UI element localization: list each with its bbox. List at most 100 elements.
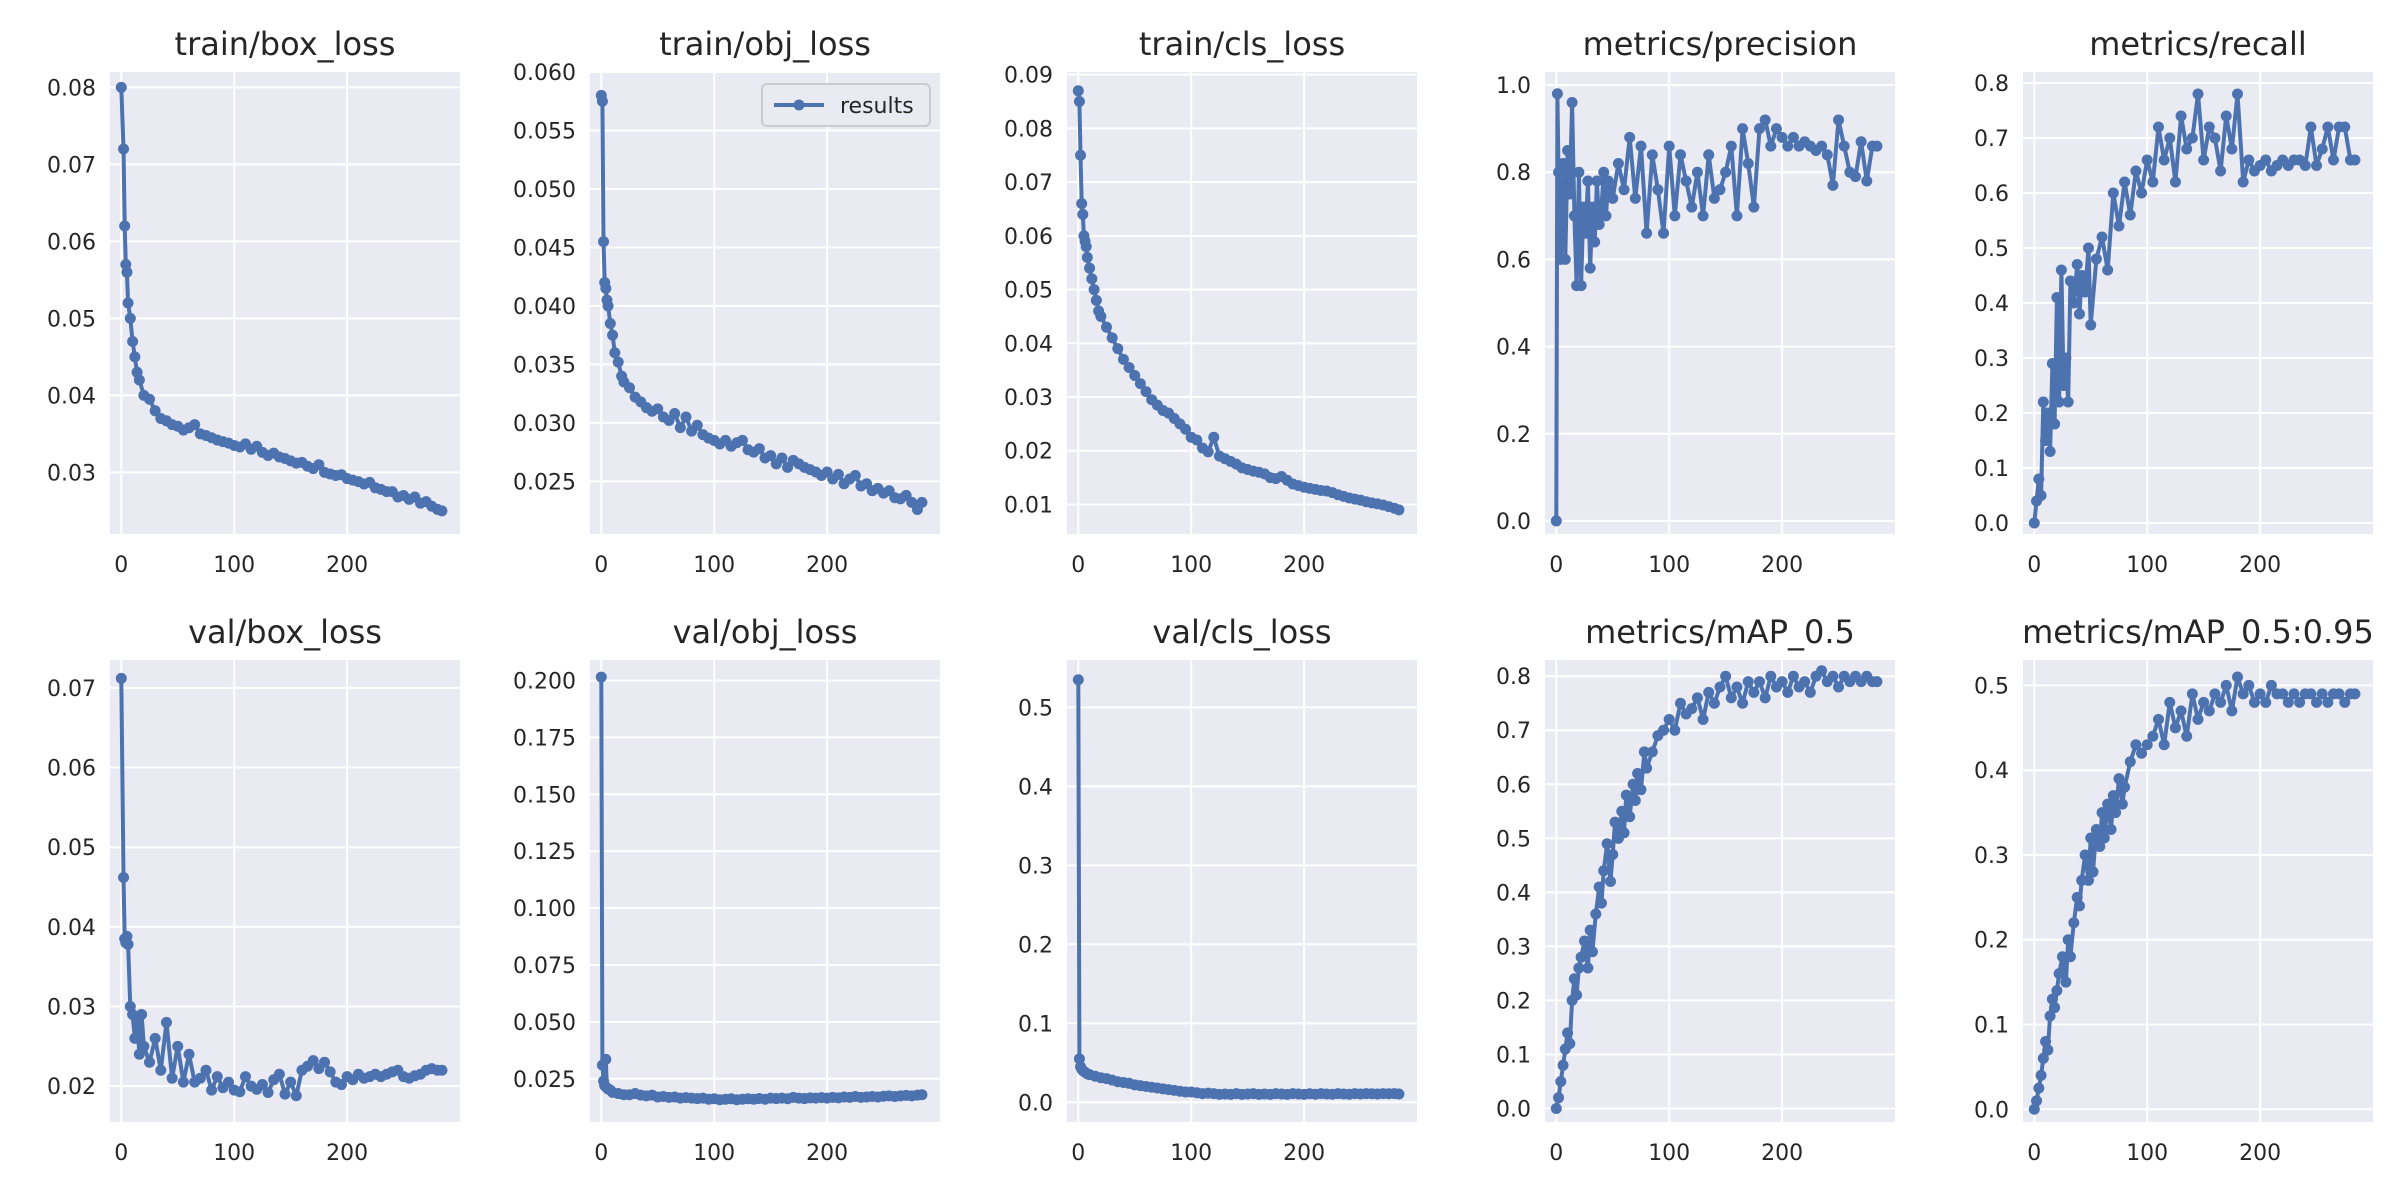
- data-point: [122, 297, 134, 309]
- data-point: [133, 374, 145, 386]
- y-tick-label: 0.175: [513, 726, 576, 751]
- y-tick-label: 0.5: [1974, 674, 2009, 699]
- data-point: [2152, 713, 2164, 725]
- data-point: [2035, 1069, 2047, 1081]
- data-point: [1584, 924, 1596, 936]
- data-point: [189, 419, 201, 431]
- data-point: [1090, 294, 1102, 306]
- y-tick-label: 0.5: [1974, 237, 2009, 262]
- data-point: [1759, 114, 1771, 126]
- data-point: [127, 336, 139, 347]
- data-point: [2294, 696, 2306, 708]
- data-point: [2260, 696, 2272, 708]
- y-tick-label: 0.04: [1004, 332, 1053, 357]
- data-point: [1084, 262, 1096, 274]
- y-tick-label: 0.02: [47, 1075, 96, 1100]
- data-point: [1584, 262, 1596, 274]
- data-point: [2316, 143, 2328, 155]
- chart-title: val/box_loss: [188, 613, 382, 651]
- data-point: [1393, 504, 1405, 516]
- y-tick-label: 0.045: [513, 236, 576, 261]
- y-tick-label: 0.6: [1496, 248, 1531, 273]
- chart-panel-0: 0.03 0.04 0.05 0.06 0.07 0.08 0 100 200 train/box…: [47, 25, 460, 578]
- data-point: [1573, 166, 1585, 178]
- data-point: [596, 95, 608, 107]
- data-point: [916, 496, 928, 508]
- x-tick-label: 200: [326, 553, 368, 578]
- x-tick-label: 0: [594, 553, 608, 578]
- data-point: [1598, 865, 1610, 877]
- y-tick-label: 0.050: [513, 178, 576, 203]
- data-point: [1593, 881, 1605, 893]
- y-tick-label: 0.04: [47, 916, 96, 941]
- data-point: [1586, 946, 1598, 958]
- data-point: [1580, 227, 1592, 239]
- data-point: [136, 1008, 148, 1020]
- x-tick-label: 200: [2239, 553, 2281, 578]
- x-tick-label: 200: [1761, 553, 1803, 578]
- data-point: [131, 1016, 143, 1028]
- data-point: [669, 408, 681, 420]
- data-point: [2288, 688, 2300, 700]
- data-point: [1669, 210, 1681, 222]
- data-point: [1095, 310, 1107, 322]
- data-point: [1669, 724, 1681, 736]
- data-point: [2068, 917, 2080, 929]
- data-point: [1787, 131, 1799, 143]
- data-point: [1550, 515, 1562, 527]
- data-point: [1393, 1088, 1405, 1100]
- data-point: [1714, 681, 1726, 693]
- data-point: [2181, 143, 2193, 155]
- data-point: [1627, 778, 1639, 790]
- data-point: [2282, 696, 2294, 708]
- data-point: [1646, 149, 1658, 161]
- data-point: [1748, 686, 1760, 698]
- data-point: [2037, 396, 2049, 408]
- data-point: [609, 347, 621, 359]
- data-point: [1582, 175, 1594, 187]
- data-point: [1208, 431, 1220, 443]
- data-point: [1575, 280, 1587, 292]
- data-point: [2051, 292, 2063, 303]
- chart-title: val/cls_loss: [1152, 613, 1331, 651]
- y-tick-label: 0.2: [1974, 402, 2009, 427]
- y-tick-label: 0.025: [513, 1068, 576, 1093]
- data-point: [2215, 165, 2227, 177]
- chart-panel-8: 0.0 0.1 0.2 0.3 0.4 0.5 0.6 0.7 0.8 0 100 200 metric…: [1496, 613, 1895, 1166]
- y-tick-label: 0.4: [1496, 336, 1531, 361]
- y-tick-label: 0.8: [1496, 665, 1531, 690]
- y-tick-label: 0.09: [1004, 64, 1053, 89]
- data-point: [1077, 208, 1089, 220]
- data-point: [1123, 361, 1135, 373]
- data-point: [1073, 96, 1085, 108]
- chart-title: metrics/mAP_0.5: [1585, 613, 1855, 651]
- y-tick-label: 0.03: [47, 996, 96, 1021]
- data-point: [1748, 201, 1760, 213]
- data-point: [2035, 490, 2047, 501]
- data-point: [2203, 705, 2215, 717]
- data-point: [2064, 951, 2076, 963]
- legend-label: results: [840, 94, 914, 119]
- x-tick-label: 100: [1648, 1141, 1690, 1166]
- data-point: [2237, 688, 2249, 700]
- data-point: [1652, 184, 1664, 196]
- y-tick-label: 0.07: [47, 153, 96, 178]
- data-point: [1590, 908, 1602, 920]
- data-point: [832, 468, 844, 480]
- data-point: [2327, 154, 2339, 166]
- data-point: [1849, 171, 1861, 183]
- data-point: [1080, 241, 1092, 253]
- data-point: [680, 411, 692, 423]
- data-point: [600, 1053, 612, 1065]
- data-point: [239, 1071, 251, 1083]
- data-point: [1725, 692, 1737, 704]
- data-point: [1731, 210, 1743, 222]
- data-point: [2192, 713, 2204, 725]
- data-point: [1604, 876, 1616, 888]
- data-point: [211, 1071, 223, 1083]
- data-point: [1624, 131, 1636, 143]
- y-tick-label: 0.3: [1974, 844, 2009, 869]
- data-point: [1833, 681, 1845, 693]
- data-point: [324, 1066, 336, 1078]
